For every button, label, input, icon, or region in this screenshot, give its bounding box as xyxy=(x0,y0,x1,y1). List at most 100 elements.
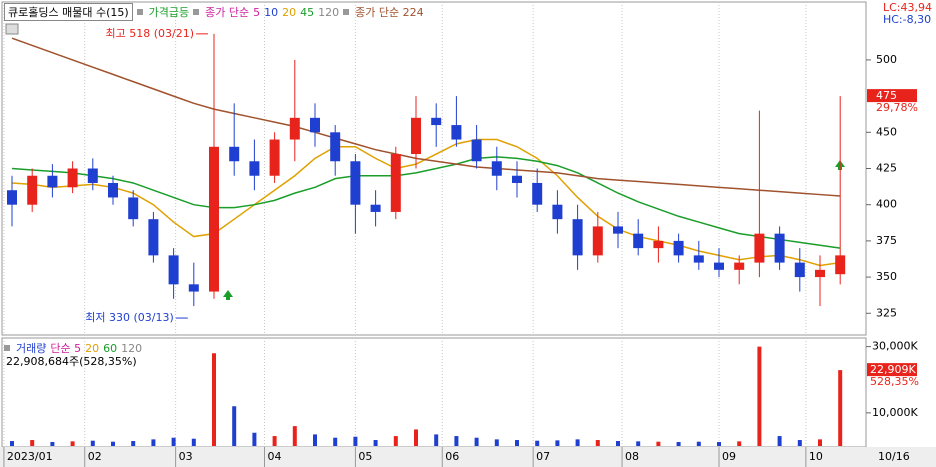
volume-bar xyxy=(414,429,418,446)
low-annotation: 최저 330 (03/13) xyxy=(85,311,174,324)
legend-item: 45 xyxy=(300,5,315,19)
candle-body xyxy=(269,139,280,176)
volume-bar xyxy=(272,436,277,446)
volume-bar xyxy=(797,440,802,446)
candle-body xyxy=(350,161,361,205)
volume-bar xyxy=(757,346,762,446)
volume-bar xyxy=(555,440,560,446)
settings-icon[interactable] xyxy=(5,23,19,35)
volume-bar xyxy=(777,436,782,446)
high-annotation: 최고 518 (03/21) xyxy=(105,27,194,40)
candle-body xyxy=(249,161,260,176)
candle-body xyxy=(532,182,543,205)
x-tick-label: 03 xyxy=(179,450,193,463)
volume-bar xyxy=(838,370,843,446)
y-tick-label: 500 xyxy=(876,53,897,66)
hc-label: HC:-8,30 xyxy=(882,13,932,26)
candle-body xyxy=(87,168,98,183)
candle-body xyxy=(512,175,522,183)
legend-item: 120 xyxy=(318,5,340,19)
candle-body xyxy=(754,233,765,263)
x-tick-label: 2023/01 xyxy=(7,450,53,463)
candle-body xyxy=(411,117,421,155)
volume-bar xyxy=(474,437,479,446)
y-tick-label: 325 xyxy=(876,306,897,319)
volume-bar xyxy=(737,441,742,446)
volume-bar xyxy=(595,440,600,446)
volume-bar xyxy=(494,439,499,446)
legend-item: 종가 단순 224 xyxy=(355,6,424,19)
candle-body xyxy=(128,197,139,220)
legend-item: 5 xyxy=(253,5,261,19)
candle-body xyxy=(390,154,401,212)
candle-body xyxy=(613,226,623,234)
candle-body xyxy=(7,190,17,205)
volume-bar xyxy=(131,441,136,446)
volume-bar xyxy=(676,442,681,446)
price-legend: 큐로홀딩스 매물대 수(15) 가격급등 종가 단순 5 10 20 45 120 종가 단순… xyxy=(4,3,424,21)
legend-marker xyxy=(193,9,200,15)
x-axis-band xyxy=(0,447,936,467)
x-tick-label: 05 xyxy=(358,450,372,463)
volume-bar xyxy=(50,442,55,446)
candle-body xyxy=(168,255,179,285)
candle-body xyxy=(491,161,502,176)
candle-body xyxy=(451,125,462,140)
legend-item: 가격급등 xyxy=(148,6,190,19)
legend-item: 120 xyxy=(121,341,143,355)
last-volume-label: 22,909K xyxy=(870,363,916,376)
volume-bar xyxy=(111,441,115,446)
volume-legend: 거래량 단순 5 20 60 120 xyxy=(4,340,142,356)
volume-bar xyxy=(333,437,338,446)
volume-bar xyxy=(656,441,661,446)
candle-body xyxy=(774,233,785,263)
candle-body xyxy=(148,219,159,256)
x-tick-label: 08 xyxy=(625,450,639,463)
volume-bar xyxy=(515,440,519,446)
last-price-change: 29,78% xyxy=(876,101,918,114)
candle-body xyxy=(673,240,684,256)
volume-bar xyxy=(818,439,822,446)
volume-bar xyxy=(454,436,459,446)
lc-label: LC:43,94 xyxy=(882,1,932,14)
candle-body xyxy=(633,233,644,249)
volume-bar xyxy=(535,440,540,446)
x-end-label: 10/16 xyxy=(878,450,910,463)
candle-body xyxy=(471,139,482,162)
legend-item: 60 xyxy=(103,341,118,355)
volume-bar xyxy=(696,441,701,446)
volume-bar xyxy=(191,438,196,446)
volume-summary-text: 22,908,684주(528,35%) xyxy=(6,355,137,368)
legend-item: 20 xyxy=(282,5,297,19)
volume-bar xyxy=(575,439,580,446)
legend-item: 단순 5 xyxy=(50,342,82,355)
candle-body xyxy=(794,262,805,278)
candle-body xyxy=(552,204,563,220)
candle-body xyxy=(330,132,341,162)
moving-average-line xyxy=(11,37,841,197)
candle-body xyxy=(229,146,240,162)
candle-body xyxy=(734,262,745,270)
legend-item: 종가 단순 xyxy=(205,6,250,19)
y-tick-label: 425 xyxy=(876,162,897,175)
candle-body xyxy=(653,240,664,249)
volume-bar xyxy=(292,426,297,446)
y-tick-label: 10,000K xyxy=(872,406,918,419)
last-price-box xyxy=(867,89,917,103)
moving-average-line xyxy=(11,156,841,249)
candle-body xyxy=(27,175,38,205)
volume-bar xyxy=(212,353,216,446)
legend-marker xyxy=(343,9,350,15)
signal-arrow xyxy=(223,290,233,297)
candle-body xyxy=(188,284,199,292)
volume-bar xyxy=(232,406,237,446)
candle-body xyxy=(370,204,381,212)
legend-item: 20 xyxy=(85,341,100,355)
x-tick-label: 07 xyxy=(536,450,550,463)
y-tick-label: 450 xyxy=(876,125,897,138)
candle-body xyxy=(431,117,442,126)
volume-bar xyxy=(373,440,378,446)
legend-item: 10 xyxy=(264,5,279,19)
